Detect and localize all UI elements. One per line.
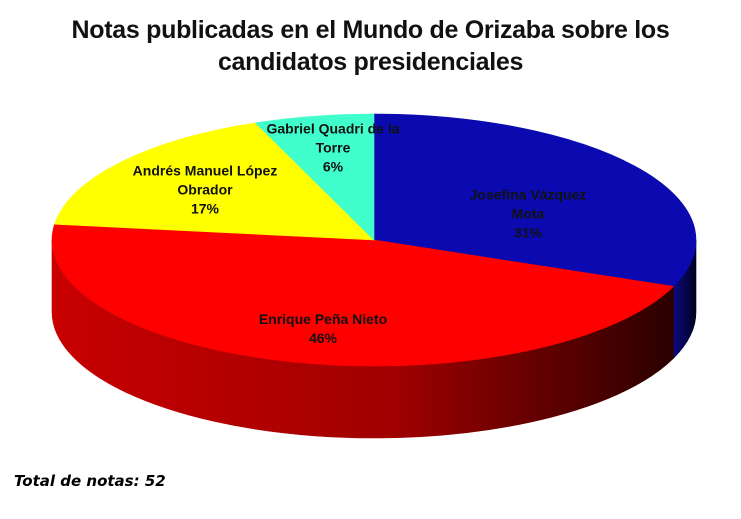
pie-slice-josefina-vazquez-mota: [373, 113, 697, 287]
slice-label-gabriel-quadri-de-la-torre: Gabriel Quadri de la Torre 6%: [266, 120, 399, 177]
slice-label-andres-manuel-lopez-obrador: Andrés Manuel López Obrador 17%: [133, 162, 278, 219]
slice-label-enrique-pena-nieto: Enrique Peña Nieto 46%: [259, 310, 387, 348]
slice-label-josefina-vazquez-mota: Josefina Vázquez Mota 31%: [470, 186, 587, 243]
slice-value-label: 46%: [308, 330, 338, 346]
chart-title-line-2: candidatos presidenciales: [217, 48, 524, 76]
pie-slice-enrique-pena-nieto: [51, 223, 675, 367]
slice-label-line: Andrés Manuel López: [132, 162, 278, 179]
slice-value-label: 6%: [322, 158, 344, 175]
slice-label-line: Gabriel Quadri de la: [266, 120, 400, 137]
slice-value-label: 17%: [190, 200, 220, 217]
pie-slice-gabriel-quadri-de-la-torre: [254, 113, 375, 241]
slice-label-line: Torre: [315, 139, 351, 156]
slice-label-line: Mota: [511, 205, 545, 222]
slice-label-line: Obrador: [177, 181, 233, 198]
slice-label-line: Enrique Peña Nieto: [258, 311, 388, 327]
slice-label-line: Josefina Vázquez: [469, 186, 587, 203]
pie-tops: [51, 113, 697, 367]
pie-slice-andres-manuel-lopez-obrador: [54, 122, 375, 241]
chart-title-line-1: Notas publicadas en el Mundo de Orizaba …: [71, 16, 670, 44]
total-notes-text: Total de notas: 52: [14, 472, 166, 490]
chart-title: Notas publicadas en el Mundo de Orizaba …: [0, 14, 741, 78]
slice-value-label: 31%: [513, 224, 543, 241]
